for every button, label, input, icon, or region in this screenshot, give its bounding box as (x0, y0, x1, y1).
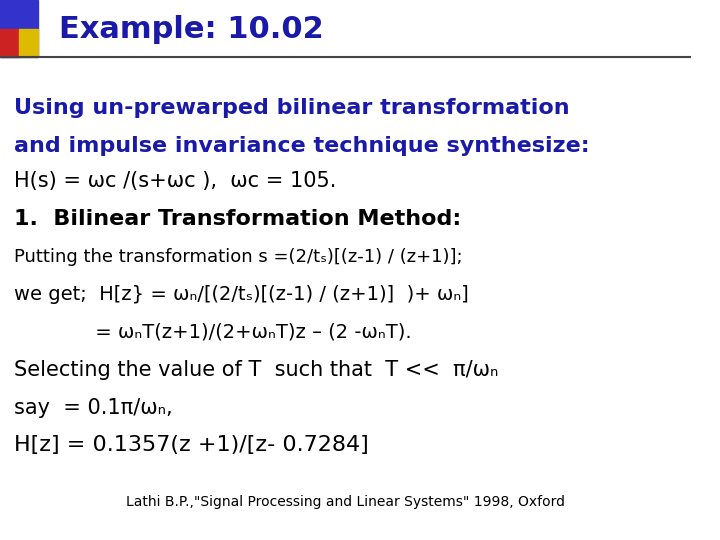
Bar (0, 0, 38, 57)
Text: Selecting the value of T  such that  T <<  π/ωₙ: Selecting the value of T such that T << … (14, 360, 498, 380)
Text: H(s) = ωc /(s+ωc ),  ωc = 105.: H(s) = ωc /(s+ωc ), ωc = 105. (14, 171, 336, 191)
Text: Example: 10.02: Example: 10.02 (59, 15, 323, 44)
Text: Putting the transformation s =(2/tₛ)[(z-1) / (z+1)];: Putting the transformation s =(2/tₛ)[(z-… (14, 247, 462, 266)
Bar (19, 29, 38, 57)
Text: = ωₙT(z+1)/(2+ωₙT)z – (2 -ωₙT).: = ωₙT(z+1)/(2+ωₙT)z – (2 -ωₙT). (14, 322, 411, 342)
Text: Lathi B.P.,"Signal Processing and Linear Systems" 1998, Oxford: Lathi B.P.,"Signal Processing and Linear… (126, 495, 565, 509)
Text: say  = 0.1π/ωₙ,: say = 0.1π/ωₙ, (14, 397, 173, 418)
Text: 1.  Bilinear Transformation Method:: 1. Bilinear Transformation Method: (14, 208, 461, 229)
Text: and impulse invariance technique synthesize:: and impulse invariance technique synthes… (14, 136, 590, 156)
Text: we get;  H[z} = ωₙ/[(2/tₛ)[(z-1) / (z+1)]  )+ ωₙ]: we get; H[z} = ωₙ/[(2/tₛ)[(z-1) / (z+1)]… (14, 285, 469, 304)
Bar (0, 29, 19, 57)
Text: Using un-prewarped bilinear transformation: Using un-prewarped bilinear transformati… (14, 98, 570, 118)
Text: H[z] = 0.1357(z +1)/[z- 0.7284]: H[z] = 0.1357(z +1)/[z- 0.7284] (14, 435, 369, 456)
